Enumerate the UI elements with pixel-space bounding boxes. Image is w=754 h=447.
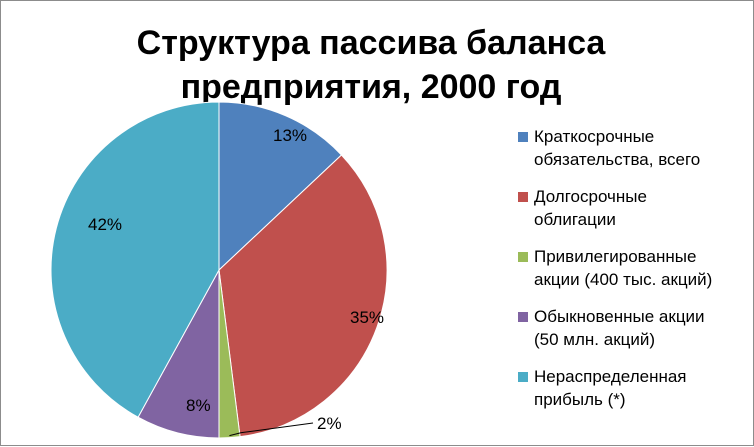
legend-label-5: Нераспределенная прибыль (*) <box>534 367 687 409</box>
legend-item-3: Привилегированные акции (400 тыс. акций) <box>518 245 748 291</box>
chart-title-line-1: Структура пассива баланса <box>136 24 606 62</box>
legend-swatch-2 <box>518 192 528 202</box>
legend-item-2: Долгосрочные облигации <box>518 185 748 231</box>
legend-item-1: Краткосрочные обязательства, всего <box>518 125 748 171</box>
pie-slice-2 <box>218 154 388 438</box>
pie-slice-1 <box>218 101 343 272</box>
legend-item-4: Обыкновенные акции (50 млн. акций) <box>518 305 748 351</box>
leader-line-3 <box>229 422 314 437</box>
data-label-3: 2% <box>317 414 342 433</box>
legend-label-4: Обыкновенные акции (50 млн. акций) <box>534 307 705 349</box>
legend-label-2: Долгосрочные облигации <box>534 187 647 229</box>
legend-swatch-3 <box>518 252 528 262</box>
legend-swatch-1 <box>518 132 528 142</box>
chart-legend: Краткосрочные обязательства, всего Долгос… <box>518 125 748 425</box>
legend-item-5: Нераспределенная прибыль (*) <box>518 365 748 411</box>
legend-label-3: Привилегированные акции (400 тыс. акций) <box>534 247 713 289</box>
data-label-4: 8% <box>186 396 211 415</box>
pie-data-labels: 13% 35% 2% 8% 42% <box>88 126 384 437</box>
legend-swatch-4 <box>518 312 528 322</box>
data-label-1: 13% <box>273 126 307 145</box>
pie-slice-5 <box>50 101 220 418</box>
chart-title-line-2: предприятия, 2000 год <box>180 68 562 106</box>
legend-swatch-5 <box>518 372 528 382</box>
pie-slices <box>50 101 388 439</box>
data-label-2: 35% <box>350 308 384 327</box>
legend-label-1: Краткосрочные обязательства, всего <box>534 127 701 169</box>
data-label-5: 42% <box>88 215 122 234</box>
chart-title: Структура пассива баланса предприятия, 2… <box>1 21 741 109</box>
